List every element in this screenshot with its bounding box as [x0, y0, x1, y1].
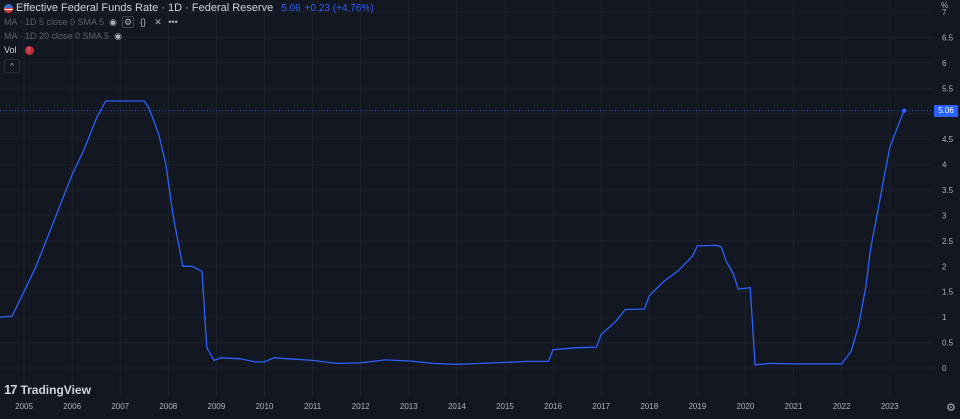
- x-tick-label: 2008: [159, 402, 177, 411]
- series-line: [0, 100, 905, 366]
- price-unit: %: [941, 1, 949, 10]
- y-tick-label: 2: [942, 262, 947, 271]
- legend-title-row: Effective Federal Funds Rate · 1D · Fede…: [4, 1, 374, 15]
- x-tick-label: 2005: [15, 402, 33, 411]
- last-value: 5.06: [281, 2, 301, 14]
- y-tick-label: 3: [942, 211, 947, 220]
- eye-off-icon[interactable]: ◉: [114, 30, 122, 41]
- us-flag-icon: [4, 3, 13, 13]
- gear-icon[interactable]: ⚙: [122, 16, 135, 28]
- vol-label[interactable]: Vol: [4, 45, 17, 55]
- x-tick-label: 2021: [785, 402, 803, 411]
- y-tick-label: 2.5: [942, 237, 954, 246]
- eye-icon[interactable]: ◉: [109, 16, 117, 27]
- x-tick-label: 2019: [688, 402, 706, 411]
- x-tick-label: 2010: [256, 402, 274, 411]
- y-tick-label: 0.5: [942, 339, 954, 348]
- x-tick-label: 2023: [881, 402, 899, 411]
- x-tick-label: 2013: [400, 402, 418, 411]
- ma1-label[interactable]: MA · 1D 5 close 0 SMA 5: [4, 17, 105, 27]
- y-tick-label: 1: [942, 313, 947, 322]
- symbol-title[interactable]: Effective Federal Funds Rate · 1D · Fede…: [16, 2, 274, 14]
- x-tick-label: 2011: [304, 402, 322, 411]
- y-tick-label: 3.5: [942, 186, 954, 195]
- x-tick-label: 2016: [544, 402, 562, 411]
- x-tick-label: 2006: [63, 402, 81, 411]
- braces-icon[interactable]: {}: [140, 17, 147, 27]
- tradingview-logo[interactable]: 17 TradingView: [4, 382, 91, 397]
- y-tick-label: 1.5: [942, 288, 954, 297]
- x-tick-label: 2007: [111, 402, 129, 411]
- last-point-dot: [901, 108, 907, 113]
- y-tick-label: 6.5: [942, 33, 954, 42]
- legend-ma2-row: MA · 1D 20 close 0 SMA 5 ◉: [4, 29, 374, 43]
- y-tick-label: 0: [942, 364, 947, 373]
- close-icon[interactable]: ✕: [154, 16, 162, 27]
- y-tick-label: 6: [942, 59, 947, 68]
- legend-vol-row: Vol !: [4, 43, 374, 57]
- tradingview-logo-text: TradingView: [20, 382, 91, 397]
- x-tick-label: 2018: [640, 402, 658, 411]
- ma2-label[interactable]: MA · 1D 20 close 0 SMA 5: [4, 31, 110, 41]
- x-tick-label: 2022: [833, 402, 851, 411]
- x-axis: 2005 2006 2007 2008 2009 2010 2011 2012 2013 2014…: [15, 402, 899, 411]
- y-tick-label: 4.5: [942, 135, 954, 144]
- y-tick-label: 7: [942, 8, 947, 17]
- alert-icon[interactable]: !: [24, 45, 34, 55]
- settings-gear-icon[interactable]: ⚙: [946, 402, 956, 414]
- y-axis: 00.511.522.533.544.555.566.57: [942, 8, 954, 373]
- tradingview-logo-icon: 17: [4, 382, 18, 397]
- more-icon[interactable]: •••: [168, 17, 178, 27]
- grid-lines: [0, 0, 933, 396]
- y-tick-label: 4: [942, 161, 947, 170]
- legend-ma1-row: MA · 1D 5 close 0 SMA 5 ◉ ⚙ {} ✕ •••: [4, 15, 374, 29]
- x-tick-label: 2020: [737, 402, 755, 411]
- x-tick-label: 2014: [448, 402, 466, 411]
- collapse-legend-button[interactable]: ^: [4, 59, 20, 73]
- y-tick-label: 5.5: [942, 84, 954, 93]
- x-tick-label: 2015: [496, 402, 514, 411]
- x-tick-label: 2017: [592, 402, 610, 411]
- x-tick-label: 2012: [352, 402, 370, 411]
- x-tick-label: 2009: [208, 402, 226, 411]
- change-value: +0.23 (+4.76%): [304, 2, 374, 14]
- price-tag: 5.06: [934, 104, 958, 117]
- chart-legend: Effective Federal Funds Rate · 1D · Fede…: [4, 1, 374, 73]
